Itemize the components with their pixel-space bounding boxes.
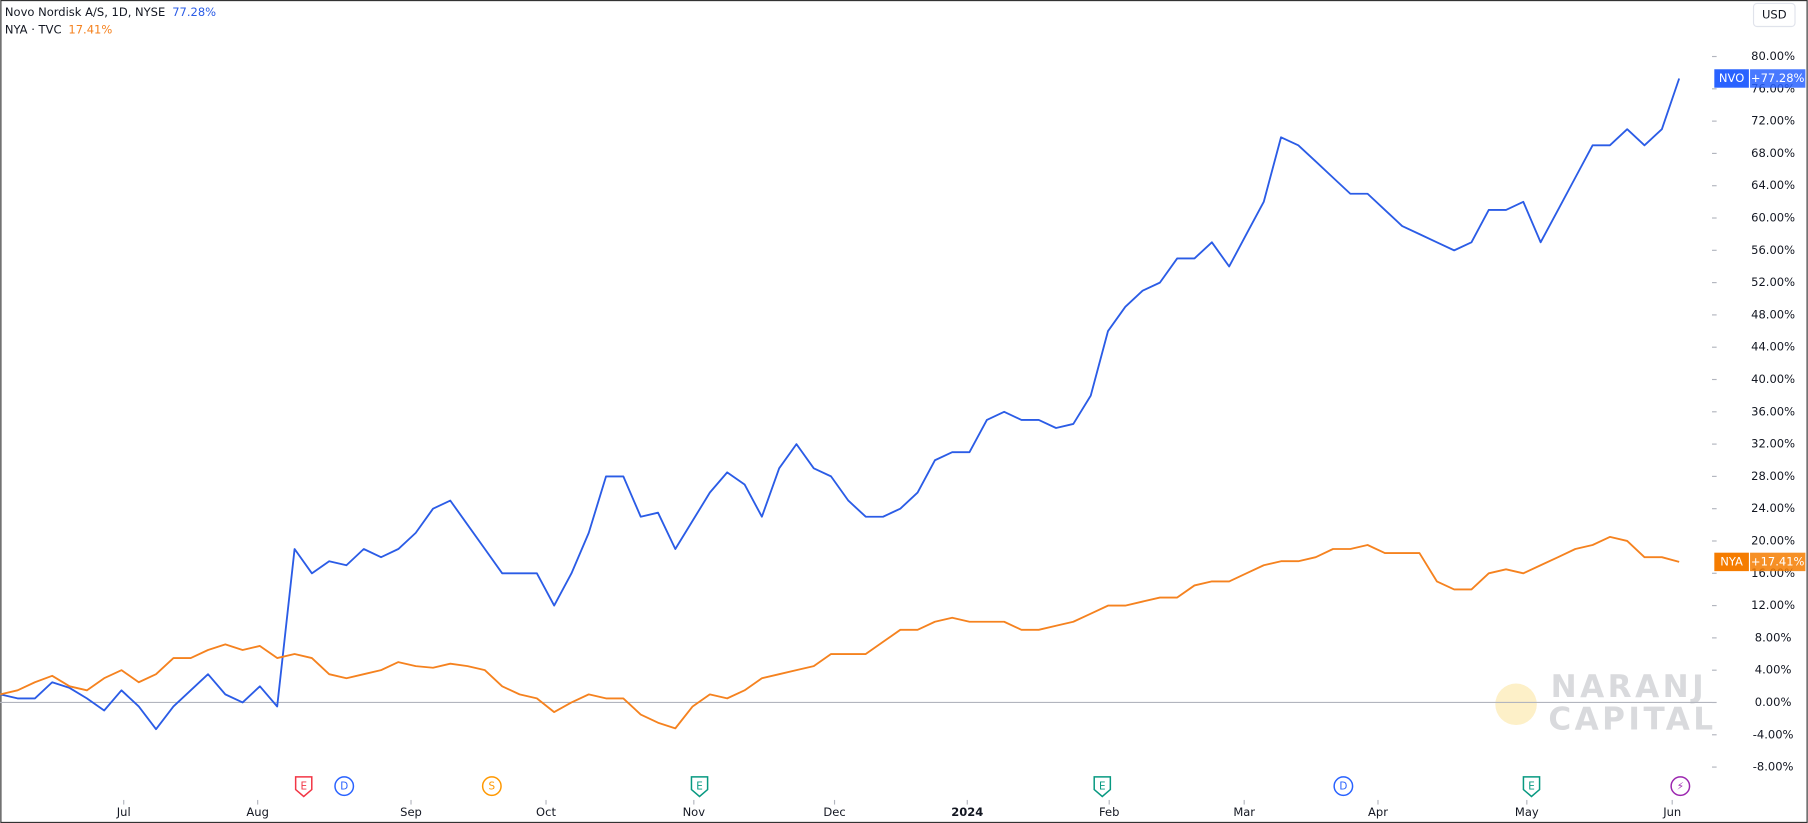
y-tick-label: 80.00% <box>1751 49 1795 63</box>
x-tick-label: Nov <box>683 805 706 819</box>
x-tick-label: Dec <box>823 805 845 819</box>
y-tick-label: -4.00% <box>1753 727 1794 741</box>
y-tick-label: 12.00% <box>1751 598 1795 612</box>
x-tick-label: May <box>1515 805 1539 819</box>
series-line <box>0 78 1681 731</box>
badge-name-bg <box>1714 552 1749 572</box>
x-tick-label: Feb <box>1099 805 1119 819</box>
y-tick-label: 44.00% <box>1751 340 1795 354</box>
y-tick-label: -8.00% <box>1753 760 1794 774</box>
event-icon <box>481 776 502 797</box>
event-label: E <box>1528 781 1535 793</box>
x-tick-label: Jul <box>116 805 131 819</box>
watermark-logo <box>1495 683 1537 726</box>
x-tick-label: Jun <box>1662 805 1681 819</box>
badge-value: +17.41% <box>1751 554 1805 568</box>
x-tick-label: Aug <box>246 805 269 819</box>
watermark: NARANJ <box>1551 669 1708 705</box>
badge-name-bg <box>1714 69 1749 88</box>
event-icon <box>1093 776 1112 798</box>
legend-change: 77.28% <box>172 5 216 19</box>
event-icon <box>1333 776 1354 797</box>
y-tick-label: 68.00% <box>1751 146 1795 160</box>
legend-change: 17.41% <box>68 22 112 36</box>
currency-button[interactable] <box>1752 2 1796 28</box>
y-tick-label: 48.00% <box>1751 307 1795 321</box>
y-tick-label: 32.00% <box>1751 437 1795 451</box>
y-tick-label: 60.00% <box>1751 211 1795 225</box>
y-tick-label: 0.00% <box>1755 695 1792 709</box>
event-label: E <box>1099 781 1106 793</box>
y-tick-label: 56.00% <box>1751 243 1795 257</box>
currency[interactable]: USD <box>1762 7 1787 21</box>
watermark: CAPITAL <box>1548 701 1716 737</box>
y-tick-label: 20.00% <box>1751 533 1795 547</box>
event-label: E <box>696 781 703 793</box>
x-tick-label: Apr <box>1368 805 1388 819</box>
event-icon <box>690 776 709 798</box>
y-tick-label: 28.00% <box>1751 469 1795 483</box>
badge-value-bg <box>1750 552 1806 572</box>
event-label: ⚡ <box>1677 781 1684 793</box>
legend-name: NYA · TVC <box>5 22 62 36</box>
event-icon <box>1522 776 1541 798</box>
y-tick-label: 52.00% <box>1751 275 1795 289</box>
x-tick-label: Mar <box>1233 805 1255 819</box>
y-tick-label: 40.00% <box>1751 372 1795 386</box>
event-label: D <box>1339 781 1347 793</box>
legend-name: Novo Nordisk A/S, 1D, NYSE <box>5 5 165 19</box>
series-line <box>0 535 1680 730</box>
event-label: E <box>300 781 307 793</box>
x-tick-label: 2024 <box>951 805 983 819</box>
event-icon <box>294 776 313 798</box>
event-icon <box>334 776 355 797</box>
badge-value: +77.28% <box>1751 71 1805 85</box>
y-tick-label: 4.00% <box>1755 663 1792 677</box>
event-icon <box>1670 776 1691 797</box>
x-tick-label: Oct <box>536 805 556 819</box>
y-tick-label: 72.00% <box>1751 114 1795 128</box>
y-tick-label: 8.00% <box>1755 630 1792 644</box>
badge-name: NVO <box>1719 71 1744 85</box>
y-tick-label: 64.00% <box>1751 178 1795 192</box>
y-tick-label: 36.00% <box>1751 404 1795 418</box>
x-tick-label: Sep <box>400 805 422 819</box>
event-label: S <box>489 781 496 793</box>
event-label: D <box>340 781 348 793</box>
badge-name: NYA <box>1720 554 1743 568</box>
y-tick-label: 24.00% <box>1751 501 1795 515</box>
badge-value-bg <box>1750 69 1806 88</box>
